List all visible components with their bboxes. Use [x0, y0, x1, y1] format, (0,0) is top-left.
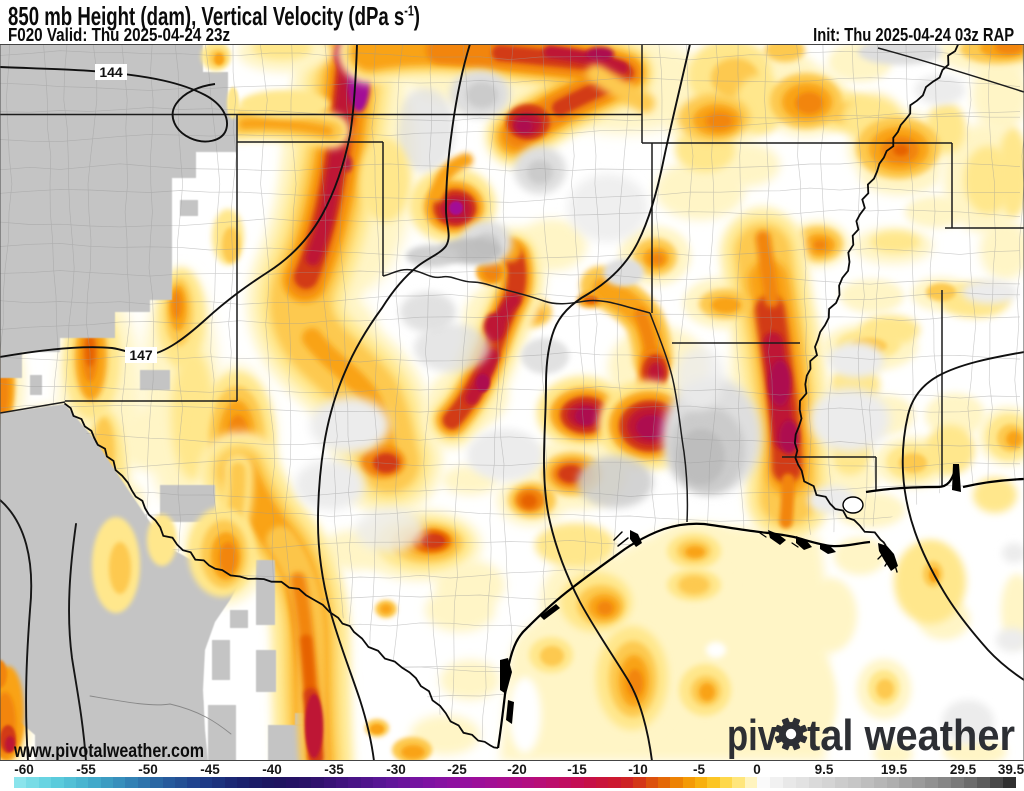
svg-text:www.pivotalweather.com: www.pivotalweather.com	[13, 741, 204, 761]
svg-text:147: 147	[129, 347, 153, 363]
svg-text:144: 144	[99, 64, 123, 80]
svg-text:piv: piv	[727, 711, 777, 760]
svg-text:tal weather: tal weather	[807, 711, 1015, 760]
